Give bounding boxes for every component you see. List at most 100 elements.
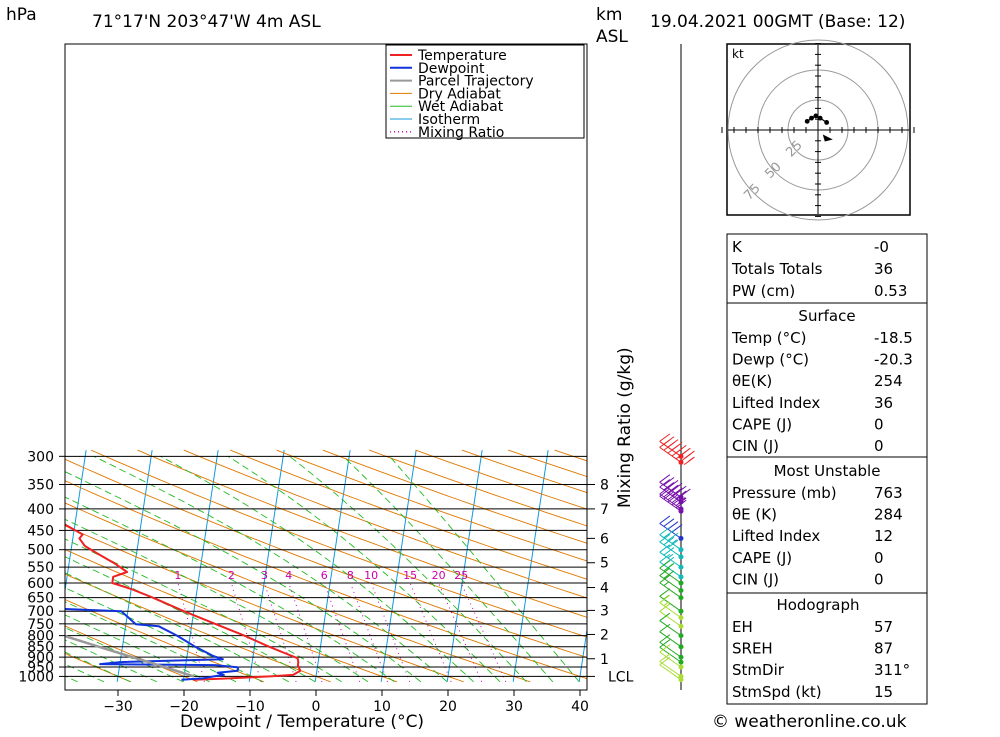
temperature-tick-label: −30: [103, 699, 133, 715]
wind-level-dot: [679, 660, 684, 665]
hodograph-point: [809, 116, 814, 121]
pressure-tick-label: 550: [27, 560, 54, 576]
height-tick-label: 8: [600, 477, 609, 493]
table-row-label: EH: [732, 618, 753, 636]
height-tick-label: 1: [600, 652, 609, 668]
mixing-ratio-label: 6: [321, 569, 328, 582]
height-tick-label: 7: [600, 502, 609, 518]
wind-profile: [660, 44, 695, 690]
mixing-ratio-label: 15: [403, 569, 417, 582]
wind-level-dot: [679, 536, 684, 541]
wet-adiabat-line: [0, 456, 157, 682]
copyright-text[interactable]: © weatheronline.co.uk: [712, 712, 907, 732]
location-title: 71°17'N 203°47'W 4m ASL: [92, 12, 321, 32]
hodograph-point: [818, 116, 823, 121]
wind-level-dot: [679, 609, 684, 614]
mixing-ratio-label: 3: [261, 569, 268, 582]
mixing-ratio-label: 25: [454, 569, 468, 582]
table-row-value: 763: [874, 484, 903, 502]
mixing-ratio-label: 4: [285, 569, 292, 582]
wind-barb-feather: [660, 624, 670, 632]
wind-barb-staff: [660, 576, 681, 591]
k-index-label: K: [732, 238, 743, 256]
table-row-label: StmDir: [732, 661, 785, 679]
wind-barb-staff: [660, 583, 681, 598]
most-unstable-title: Most Unstable: [774, 462, 881, 480]
pw-label: PW (cm): [732, 282, 795, 300]
table-row-value: 254: [874, 372, 903, 390]
mixing-ratio-label: 10: [364, 569, 378, 582]
legend-entry: Mixing Ratio: [418, 125, 504, 141]
indices-tables: K -0 Totals Totals 36 PW (cm) 0.53 Surfa…: [727, 234, 927, 704]
wind-barb-half-feather: [664, 582, 669, 586]
table-row-label: Temp (°C): [731, 329, 806, 347]
wind-level-dot: [679, 574, 684, 579]
wind-level-dot: [679, 460, 684, 465]
height-tick-label: 4: [600, 581, 609, 597]
pw-value: 0.53: [874, 282, 907, 300]
temperature-tick-label: 40: [571, 699, 589, 715]
hodograph-point: [813, 114, 818, 119]
height-tick-label: LCL: [608, 669, 634, 685]
temperature-tick-label: 30: [505, 699, 523, 715]
wind-level-dot: [679, 509, 684, 514]
wind-level-dot: [679, 644, 684, 649]
wind-barb-staff: [660, 661, 681, 676]
wind-barb-feather: [660, 516, 670, 524]
isotherm-line: [0, 450, 20, 682]
pressure-unit-label: hPa: [6, 5, 37, 25]
height-tick-label: 6: [600, 531, 609, 547]
wind-level-dot: [679, 677, 684, 682]
wind-level-dot: [679, 624, 684, 629]
wet-adiabat-line: [160, 456, 473, 682]
wind-level-dot: [679, 581, 684, 586]
mixing-ratio-label: 20: [432, 569, 446, 582]
totals-totals-label: Totals Totals: [731, 260, 823, 278]
table-row-value: 0: [874, 415, 884, 433]
pressure-tick-label: 350: [27, 477, 54, 493]
table-row-label: θE(K): [732, 372, 772, 390]
wind-barb-feather: [664, 563, 674, 571]
wind-barb-staff: [660, 523, 681, 538]
k-index-value: -0: [874, 238, 889, 256]
wind-barb-feather: [660, 527, 670, 535]
table-row-value: 15: [874, 683, 893, 701]
table-row-label: Dewp (°C): [732, 351, 809, 369]
wet-adiabat-line: [390, 456, 580, 682]
wind-barb-feather: [668, 533, 678, 541]
x-axis-label: Dewpoint / Temperature (°C): [180, 712, 424, 732]
table-row-value: 0: [874, 570, 884, 588]
table-row-value: 0: [874, 437, 884, 455]
wind-barb-staff: [660, 621, 681, 636]
height-tick-label: 5: [600, 556, 609, 572]
wind-barb-staff: [660, 562, 681, 577]
mixing-ratio-axis-label: Mixing Ratio (g/kg): [615, 347, 635, 508]
table-row-value: 284: [874, 506, 903, 524]
wind-level-dot: [679, 565, 684, 570]
pressure-tick-label: 1000: [18, 669, 54, 685]
mixing-ratio-label: 2: [228, 569, 235, 582]
totals-totals-value: 36: [874, 260, 893, 278]
wind-level-dot: [679, 595, 684, 600]
table-row-value: 57: [874, 618, 893, 636]
table-row-value: 87: [874, 640, 893, 658]
pressure-axis: 3003504004505005506006507007508008509009…: [18, 449, 65, 685]
wind-level-dot: [679, 547, 684, 552]
table-row-label: Pressure (mb): [732, 484, 837, 502]
wind-barb-feather: [660, 595, 670, 603]
table-row-label: CAPE (J): [732, 415, 792, 433]
table-row-label: CIN (J): [732, 570, 779, 588]
pressure-tick-label: 450: [27, 523, 54, 539]
height-unit-asl: ASL: [596, 27, 628, 47]
wind-level-dot: [679, 655, 684, 660]
mixing-ratio-label: 8: [347, 569, 354, 582]
pressure-tick-label: 600: [27, 576, 54, 592]
surface-title: Surface: [798, 307, 855, 325]
height-unit-km: km: [596, 5, 622, 25]
table-row-label: Lifted Index: [732, 527, 820, 545]
wind-barb-staff: [660, 603, 681, 618]
table-row-label: θE (K): [732, 506, 777, 524]
